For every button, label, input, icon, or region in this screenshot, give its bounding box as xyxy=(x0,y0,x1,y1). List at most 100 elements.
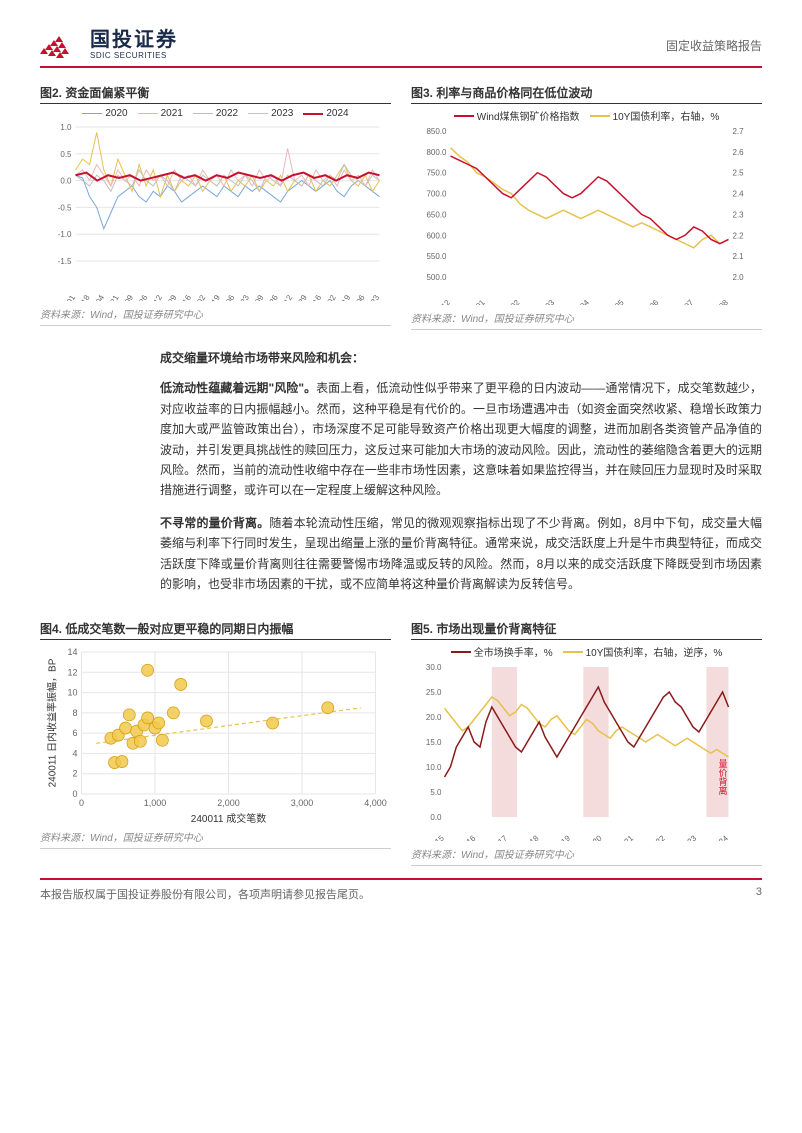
chart5-source: 资料来源：Wind，国投证券研究中心 xyxy=(411,846,762,866)
svg-text:12-06: 12-06 xyxy=(349,293,367,301)
logo-cn: 国投证券 xyxy=(90,30,178,50)
svg-text:240011 日内收益率振幅，BP: 240011 日内收益率振幅，BP xyxy=(46,659,59,788)
svg-text:-1.5: -1.5 xyxy=(58,257,72,266)
svg-text:24-03: 24-03 xyxy=(535,298,556,305)
svg-text:2019: 2019 xyxy=(553,834,573,842)
svg-text:2.3: 2.3 xyxy=(733,210,745,219)
logo: 国投证券 SDIC SECURITIES xyxy=(40,30,178,60)
svg-text:24-04: 24-04 xyxy=(570,298,591,305)
page-footer: 本报告版权属于国投证券股份有限公司，各项声明请参见报告尾页。 3 xyxy=(40,878,762,902)
svg-text:2017: 2017 xyxy=(489,834,509,842)
chart5-title: 图5. 市场出现量价背离特征 xyxy=(411,620,762,640)
svg-text:3,000: 3,000 xyxy=(291,798,314,808)
svg-text:24-08: 24-08 xyxy=(709,298,730,305)
svg-text:240011 成交笔数: 240011 成交笔数 xyxy=(191,812,266,824)
svg-text:03-09: 03-09 xyxy=(117,293,135,301)
svg-text:2.2: 2.2 xyxy=(733,231,745,240)
svg-text:1.0: 1.0 xyxy=(60,123,72,132)
logo-icon xyxy=(40,30,82,60)
svg-text:24-05: 24-05 xyxy=(605,298,626,305)
body-p2-bold: 不寻常的量价背离。 xyxy=(160,516,269,530)
footer-disclaimer: 本报告版权属于国投证券股份有限公司，各项声明请参见报告尾页。 xyxy=(40,886,370,902)
svg-text:5.0: 5.0 xyxy=(430,788,442,797)
svg-text:02-04: 02-04 xyxy=(88,293,106,301)
svg-text:2018: 2018 xyxy=(521,834,541,842)
svg-text:2024: 2024 xyxy=(710,834,730,842)
chart4-title: 图4. 低成交笔数一般对应更平稳的同期日内振幅 xyxy=(40,620,391,640)
svg-text:24-02: 24-02 xyxy=(501,298,522,305)
svg-text:650.0: 650.0 xyxy=(426,210,447,219)
svg-text:850.0: 850.0 xyxy=(426,127,447,136)
svg-text:06-19: 06-19 xyxy=(204,293,222,301)
svg-text:12: 12 xyxy=(67,668,77,678)
svg-text:2020: 2020 xyxy=(584,834,604,842)
svg-text:0.5: 0.5 xyxy=(60,150,72,159)
svg-text:2022: 2022 xyxy=(647,834,667,842)
svg-text:08-26: 08-26 xyxy=(262,293,280,301)
svg-text:750.0: 750.0 xyxy=(426,169,447,178)
svg-text:4: 4 xyxy=(72,749,77,759)
logo-en: SDIC SECURITIES xyxy=(90,52,178,60)
svg-text:2.0: 2.0 xyxy=(733,273,745,282)
svg-text:4,000: 4,000 xyxy=(364,798,387,808)
charts-row-1: 图2. 资金面偏紧平衡 20202021202220232024 -1.5-1.… xyxy=(40,84,762,330)
svg-text:05-16: 05-16 xyxy=(175,293,193,301)
svg-text:07-06: 07-06 xyxy=(218,293,236,301)
svg-text:25.0: 25.0 xyxy=(426,688,442,697)
page-header: 国投证券 SDIC SECURITIES 固定收益策略报告 xyxy=(40,30,762,68)
svg-text:23-12: 23-12 xyxy=(431,298,452,305)
svg-text:550.0: 550.0 xyxy=(426,252,447,261)
chart4-source: 资料来源：Wind，国投证券研究中心 xyxy=(40,829,391,849)
chart3-legend: Wind煤焦钢矿价格指数10Y国债利率，右轴，% xyxy=(411,108,762,123)
svg-text:500.0: 500.0 xyxy=(426,273,447,282)
svg-text:24-01: 24-01 xyxy=(466,298,487,305)
svg-text:6: 6 xyxy=(72,728,77,738)
chart2-source: 资料来源：Wind，国投证券研究中心 xyxy=(40,306,391,326)
body-p1-text: 表面上看，低流动性似乎带来了更平稳的日内波动——通常情况下，成交笔数越少，对应收… xyxy=(160,381,762,497)
report-type: 固定收益策略报告 xyxy=(666,37,762,54)
svg-text:2.7: 2.7 xyxy=(733,127,745,136)
svg-text:15.0: 15.0 xyxy=(426,738,442,747)
chart5-container: 图5. 市场出现量价背离特征 全市场换手率，%10Y国债利率，右轴，逆序，% 0… xyxy=(411,620,762,866)
svg-text:2.1: 2.1 xyxy=(733,252,745,261)
svg-text:2.4: 2.4 xyxy=(733,190,745,199)
svg-text:2021: 2021 xyxy=(616,834,636,842)
chart2-legend: 20202021202220232024 xyxy=(40,108,391,119)
svg-text:2016: 2016 xyxy=(458,834,478,842)
svg-text:700.0: 700.0 xyxy=(426,190,447,199)
svg-text:2023: 2023 xyxy=(679,834,699,842)
svg-text:0.0: 0.0 xyxy=(430,813,442,822)
chart3-container: 图3. 利率与商品价格同在低位波动 Wind煤焦钢矿价格指数10Y国债利率，右轴… xyxy=(411,84,762,330)
svg-text:12-23: 12-23 xyxy=(363,293,381,301)
body-p2: 不寻常的量价背离。随着本轮流动性压缩，常见的微观观察指标出现了不少背离。例如，8… xyxy=(160,513,762,595)
svg-text:2.6: 2.6 xyxy=(733,148,745,157)
svg-text:1,000: 1,000 xyxy=(144,798,167,808)
svg-text:10: 10 xyxy=(67,688,77,698)
chart3-svg: 500.0 550.0 600.0 650.0 700.0 750.0 800.0 850.0… xyxy=(411,125,762,305)
svg-text:600.0: 600.0 xyxy=(426,231,447,240)
svg-text:04-29: 04-29 xyxy=(161,293,179,301)
svg-text:07-23: 07-23 xyxy=(233,293,251,301)
svg-text:-1.0: -1.0 xyxy=(58,230,72,239)
svg-text:-0.5: -0.5 xyxy=(58,203,72,212)
svg-text:800.0: 800.0 xyxy=(426,148,447,157)
svg-text:08-09: 08-09 xyxy=(247,293,265,301)
svg-text:04-12: 04-12 xyxy=(146,293,164,301)
svg-text:30.0: 30.0 xyxy=(426,663,442,672)
charts-row-2: 图4. 低成交笔数一般对应更平稳的同期日内振幅 0246810121401,00… xyxy=(40,620,762,866)
chart3-source: 资料来源：Wind，国投证券研究中心 xyxy=(411,310,762,330)
svg-text:10-16: 10-16 xyxy=(305,293,323,301)
chart4-container: 图4. 低成交笔数一般对应更平稳的同期日内振幅 0246810121401,00… xyxy=(40,620,391,866)
footer-page-number: 3 xyxy=(756,886,762,902)
svg-text:2015: 2015 xyxy=(426,834,446,842)
body-p1-bold: 低流动性蕴藏着远期"风险"。 xyxy=(160,381,316,395)
svg-text:09-12: 09-12 xyxy=(276,293,294,301)
svg-text:20.0: 20.0 xyxy=(426,713,442,722)
body-p1: 低流动性蕴藏着远期"风险"。表面上看，低流动性似乎带来了更平稳的日内波动——通常… xyxy=(160,378,762,500)
body-text: 成交缩量环境给市场带来风险和机会： 低流动性蕴藏着远期"风险"。表面上看，低流动… xyxy=(40,334,762,620)
svg-text:0: 0 xyxy=(72,789,77,799)
svg-text:2: 2 xyxy=(72,769,77,779)
svg-text:10.0: 10.0 xyxy=(426,763,442,772)
svg-text:09-29: 09-29 xyxy=(291,293,309,301)
chart3-title: 图3. 利率与商品价格同在低位波动 xyxy=(411,84,762,104)
